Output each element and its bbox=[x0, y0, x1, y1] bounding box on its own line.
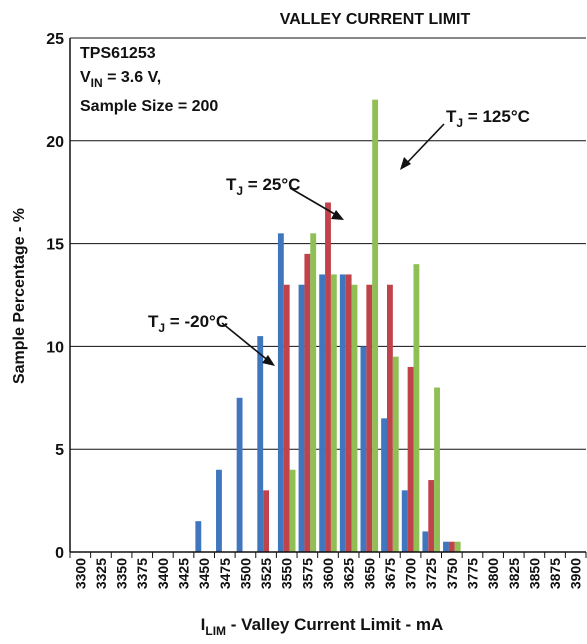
bar bbox=[381, 418, 387, 552]
x-tick-label: 3375 bbox=[134, 558, 150, 589]
bar bbox=[413, 264, 420, 552]
y-tick-label: 25 bbox=[46, 31, 64, 48]
bar bbox=[277, 233, 284, 552]
x-tick-label: 3900 bbox=[568, 558, 584, 589]
x-tick-label: 3600 bbox=[320, 558, 336, 589]
bar bbox=[443, 541, 449, 552]
arrow-tj-minus20 bbox=[221, 322, 271, 363]
y-tick-label: 20 bbox=[46, 134, 64, 151]
bar bbox=[454, 541, 461, 552]
arrow-head-tj-minus20 bbox=[262, 355, 275, 366]
x-tick-label: 3800 bbox=[485, 558, 501, 589]
vin-label: VIN = 3.6 V, bbox=[80, 69, 161, 90]
x-tick-label: 3425 bbox=[176, 558, 192, 589]
arrow-tj-25 bbox=[289, 187, 339, 217]
bar bbox=[195, 521, 202, 552]
bar bbox=[339, 274, 346, 552]
bar bbox=[401, 490, 408, 552]
y-tick-label: 0 bbox=[55, 545, 64, 562]
x-tick-label: 3350 bbox=[114, 558, 130, 589]
bar bbox=[325, 202, 331, 553]
x-tick-label: 3450 bbox=[196, 558, 212, 589]
bar bbox=[289, 469, 296, 552]
y-axis-label: Sample Percentage - % bbox=[11, 208, 28, 384]
x-tick-label: 3550 bbox=[279, 558, 295, 589]
x-tick-label: 3475 bbox=[217, 558, 233, 589]
bar bbox=[386, 284, 393, 552]
x-tick-label: 3750 bbox=[444, 558, 460, 589]
bar bbox=[310, 233, 317, 552]
bar bbox=[366, 284, 373, 552]
annotation-tj-25: TJ = 25°C bbox=[226, 175, 300, 198]
bar bbox=[428, 480, 435, 552]
device-label: TPS61253 bbox=[80, 45, 156, 62]
bar bbox=[257, 336, 264, 552]
annotation-tj-125: TJ = 125°C bbox=[446, 107, 530, 130]
bar bbox=[283, 284, 290, 552]
x-tick-label: 3525 bbox=[258, 558, 274, 589]
x-tick-label: 3850 bbox=[526, 558, 542, 589]
x-tick-label: 3575 bbox=[299, 558, 315, 589]
bar bbox=[345, 274, 352, 552]
x-tick-label: 3675 bbox=[382, 558, 398, 589]
bar bbox=[360, 346, 367, 552]
annotation-tj-minus20: TJ = -20°C bbox=[148, 312, 228, 335]
bar bbox=[330, 274, 337, 552]
bar bbox=[263, 490, 270, 552]
x-tick-label: 3325 bbox=[93, 558, 109, 589]
x-tick-label: 3400 bbox=[155, 558, 171, 589]
y-tick-label: 5 bbox=[55, 442, 64, 459]
bar bbox=[434, 387, 440, 552]
bar bbox=[304, 253, 311, 552]
x-tick-label: 3300 bbox=[72, 558, 88, 589]
y-tick-label: 15 bbox=[46, 237, 64, 254]
x-tick-label: 3700 bbox=[403, 558, 419, 589]
x-axis-label: ILIM - Valley Current Limit - mA bbox=[201, 615, 444, 638]
sample-size-label: Sample Size = 200 bbox=[80, 98, 218, 115]
bar bbox=[351, 284, 358, 552]
bar bbox=[216, 469, 222, 552]
x-tick-label: 3625 bbox=[341, 558, 357, 589]
bars bbox=[195, 99, 461, 553]
bar bbox=[298, 284, 305, 552]
arrow-head-tj-125 bbox=[400, 157, 411, 170]
bar bbox=[407, 366, 414, 552]
bar bbox=[319, 274, 326, 552]
bar bbox=[448, 541, 455, 552]
arrow-head-tj-25 bbox=[331, 210, 344, 220]
annotations: TJ = -20°C TJ = 25°C TJ = 125°C bbox=[148, 107, 530, 366]
x-tick-label: 3725 bbox=[423, 558, 439, 589]
x-tick-label: 3775 bbox=[464, 558, 480, 589]
y-tick-label: 10 bbox=[46, 339, 64, 356]
x-tick-label: 3500 bbox=[237, 558, 253, 589]
axes: 0 5 10 15 20 25 3300 3325 3350 3375 3400 3425 3450 34… bbox=[46, 31, 587, 589]
x-tick-label: 3650 bbox=[361, 558, 377, 589]
bar bbox=[422, 531, 429, 552]
bar bbox=[392, 356, 399, 552]
chart-title: VALLEY CURRENT LIMIT bbox=[280, 11, 471, 28]
bar bbox=[372, 99, 379, 553]
bar bbox=[236, 397, 243, 552]
info-box: TPS61253 VIN = 3.6 V, Sample Size = 200 bbox=[80, 45, 218, 115]
x-tick-label: 3875 bbox=[547, 558, 563, 589]
arrow-tj-125 bbox=[403, 123, 445, 167]
x-tick-label: 3825 bbox=[506, 558, 522, 589]
